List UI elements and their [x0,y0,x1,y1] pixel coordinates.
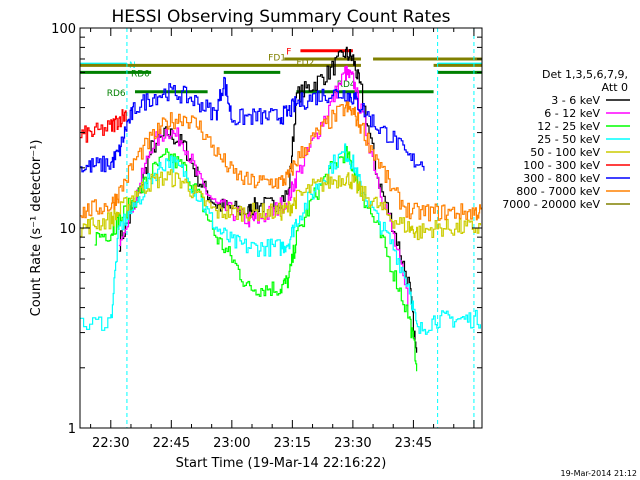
legend-entry-label: 100 - 300 keV [523,159,600,172]
y-tick-label: 100 [51,22,76,37]
series-line [80,169,481,241]
legend-entry-label: 300 - 800 keV [523,172,600,185]
series-line [80,109,127,143]
legend-header: Att 0 [602,81,628,94]
x-axis: 22:30 22:45 23:00 23:15 23:30 23:45 [90,28,475,451]
legend-entry-label: 3 - 6 keV [551,94,600,107]
annotation-label-rd0: RD0 [131,69,150,79]
x-tick-label: 23:00 [213,436,250,451]
y-tick-label: 10 [59,222,76,237]
y-tick-label: 1 [68,422,76,437]
legend-header: Det 1,3,5,6,7,9, [542,68,628,81]
annotation-bars: NFFD1FD2RD0RD6RD4 [80,48,482,99]
y-axis: 1 10 100 [51,22,482,437]
series-line [80,143,481,335]
legend-entry-label: 7000 - 20000 keV [502,198,600,211]
annotation-label-fd1: FD1 [268,54,286,64]
annotation-label-rd4: RD4 [337,80,356,90]
annotation-label-f: F [286,48,291,58]
chart-title: HESSI Observing Summary Count Rates [111,7,450,27]
footer-date: 19-Mar-2014 21:12 [561,469,638,478]
x-tick-label: 22:45 [153,436,190,451]
annotation-label-rd6: RD6 [107,89,126,99]
x-tick-label: 23:30 [334,436,371,451]
legend-entry-label: 50 - 100 keV [530,146,600,159]
legend-entry-label: 12 - 25 keV [537,120,600,133]
series-line [118,46,418,353]
legend-entry-label: 25 - 50 keV [537,133,600,146]
plot-area: NFFD1FD2RD0RD6RD4 [80,28,482,428]
series-line [80,76,425,173]
legend-entry-label: 6 - 12 keV [544,107,600,120]
x-tick-label: 23:15 [274,436,311,451]
series-line [80,101,482,222]
annotation-label-fd2: FD2 [296,58,314,68]
legend-entry-label: 800 - 7000 keV [516,185,600,198]
x-tick-label: 22:30 [92,436,129,451]
x-axis-label: Start Time (19-Mar-14 22:16:22) [176,456,387,471]
x-tick-label: 23:45 [395,436,432,451]
y-axis-label: Count Rate (s⁻¹ detector⁻¹) [29,140,44,317]
